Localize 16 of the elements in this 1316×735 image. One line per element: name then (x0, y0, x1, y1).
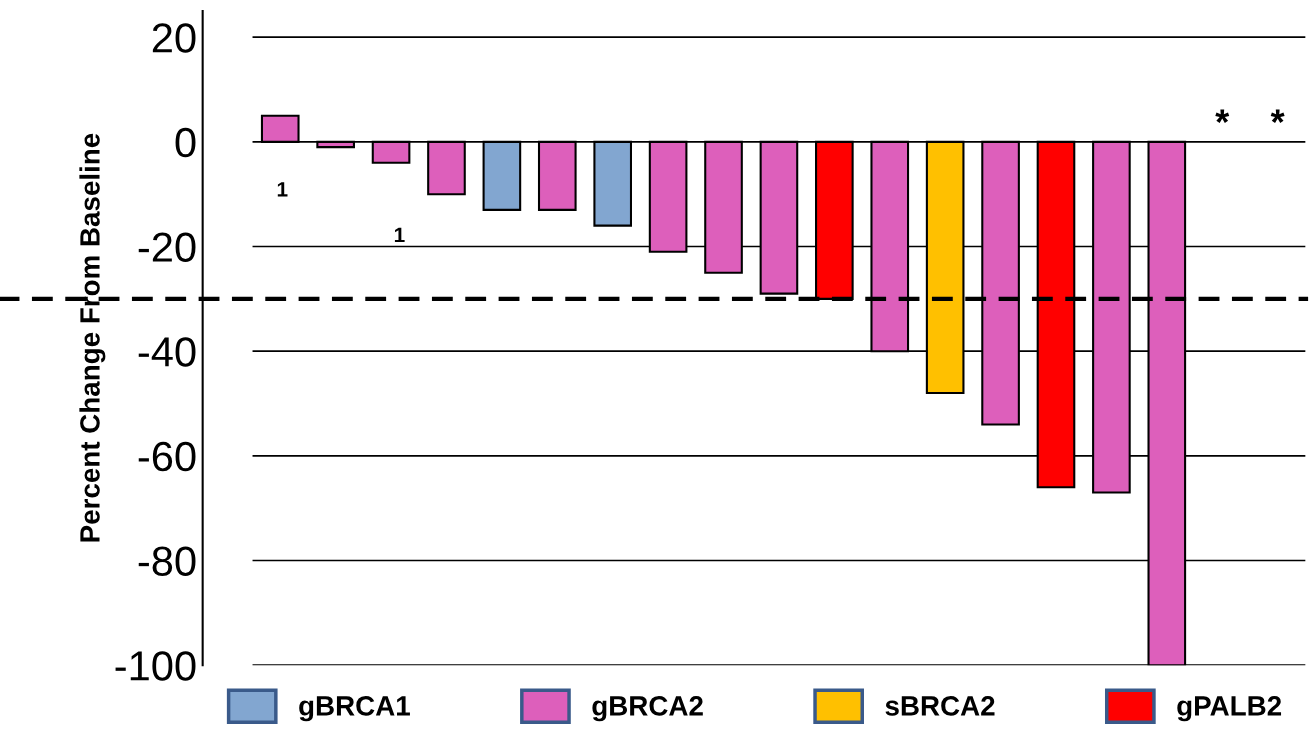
legend-label: gBRCA2 (592, 696, 703, 722)
annotation: 1 (394, 227, 405, 243)
y-tick-label: -20 (138, 232, 196, 263)
legend-label: gPALB2 (1177, 696, 1282, 722)
y-tick-label: -80 (138, 546, 196, 577)
y-tick-label: -40 (138, 337, 196, 367)
y-tick-label: -60 (138, 441, 196, 472)
annotation: 1 (277, 182, 288, 197)
y-tick-label: 20 (152, 23, 196, 53)
y-tick-label: 0 (175, 127, 196, 158)
text: * (1215, 109, 1230, 123)
y-axis-title: Percent Change From Baseline (79, 133, 106, 542)
legend-label: sBRCA2 (885, 696, 995, 716)
y-tick-label: -100 (115, 651, 196, 681)
legend-label: gBRCA1 (299, 696, 410, 722)
text: * (1270, 109, 1285, 123)
